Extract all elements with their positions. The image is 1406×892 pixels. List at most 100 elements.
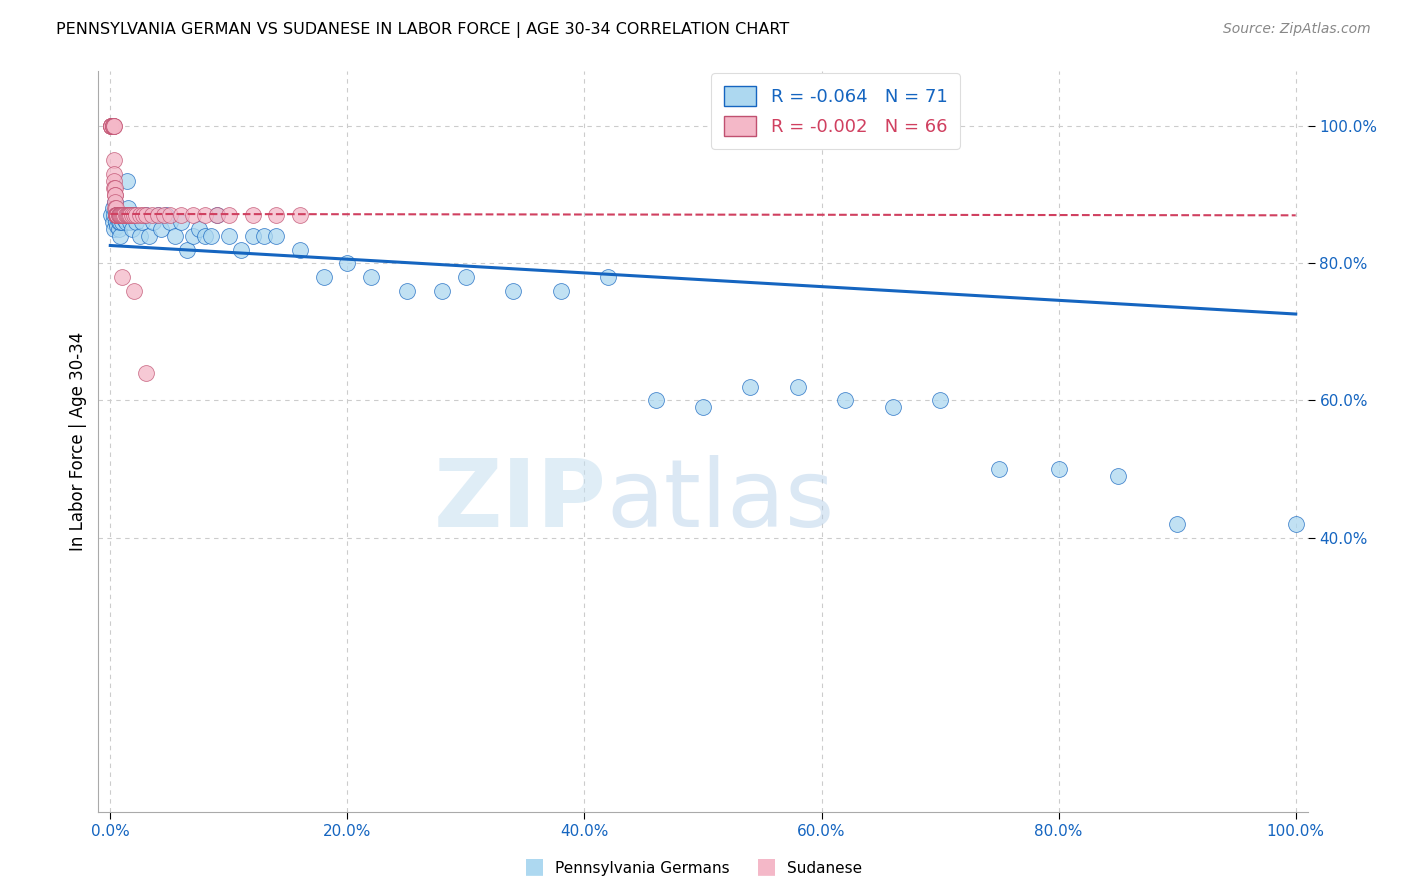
Point [360,270,382,285]
Point [105,208,128,222]
Legend: R = -0.064   N = 71, R = -0.002   N = 66: R = -0.064 N = 71, R = -0.002 N = 66 [711,73,960,149]
Point [336,256,359,270]
Point [105,208,128,222]
Point [181,228,204,243]
Point [218,208,240,222]
Point [103,181,125,195]
Text: atlas: atlas [606,455,835,547]
Point [105,208,128,222]
Point [929,393,952,408]
Point [103,153,125,168]
Point [101,215,124,229]
Point [264,208,287,222]
Point [103,174,125,188]
Point [170,208,193,222]
Point [105,219,128,233]
Point [1107,468,1129,483]
Point [165,228,187,243]
Point [312,270,335,285]
Point [108,208,131,222]
Point [117,208,139,222]
Point [107,208,129,222]
Point [242,228,264,243]
Point [692,401,714,415]
Point [111,208,134,222]
Point [129,208,152,222]
Point [100,119,122,133]
Point [121,222,143,236]
Point [111,208,134,222]
Point [108,208,131,222]
Point [882,401,904,415]
Point [121,208,143,222]
Point [108,228,131,243]
Point [112,208,135,222]
Point [121,208,143,222]
Point [205,208,228,222]
Point [100,119,122,133]
Point [188,222,211,236]
Point [131,215,153,229]
Point [101,202,124,216]
Point [502,284,524,298]
Point [740,380,762,394]
Point [129,228,152,243]
Point [155,208,177,222]
Point [105,208,128,222]
Point [218,228,240,243]
Point [120,215,142,229]
Point [988,462,1011,476]
Point [117,202,139,216]
Point [253,228,276,243]
Point [550,284,572,298]
Point [138,228,160,243]
Text: Pennsylvania Germans: Pennsylvania Germans [555,861,730,876]
Text: Source: ZipAtlas.com: Source: ZipAtlas.com [1223,22,1371,37]
Point [229,243,252,257]
Point [288,208,311,222]
Point [104,202,127,216]
Point [205,208,228,222]
Point [101,119,124,133]
Point [101,119,124,133]
Point [108,215,131,229]
Point [194,208,217,222]
Point [107,208,129,222]
Point [100,119,122,133]
Point [110,208,132,222]
Point [242,208,264,222]
Point [432,284,454,298]
Point [111,215,134,229]
Point [105,208,128,222]
Point [159,215,181,229]
Point [103,119,125,133]
Point [101,119,124,133]
Text: PENNSYLVANIA GERMAN VS SUDANESE IN LABOR FORCE | AGE 30-34 CORRELATION CHART: PENNSYLVANIA GERMAN VS SUDANESE IN LABOR… [56,22,790,38]
Point [101,119,124,133]
Point [114,215,136,229]
Point [264,228,287,243]
Text: ZIP: ZIP [433,455,606,547]
Point [112,208,135,222]
Point [100,119,122,133]
Point [105,208,128,222]
Point [110,208,132,222]
Point [105,202,128,216]
Point [146,208,169,222]
Text: ■: ■ [524,856,544,876]
Point [141,208,163,222]
Point [1285,516,1308,531]
Point [150,222,173,236]
Text: Sudanese: Sudanese [787,861,862,876]
Point [1166,516,1188,531]
Point [103,167,125,181]
Point [115,208,138,222]
Point [101,119,124,133]
Point [103,119,125,133]
Point [598,270,620,285]
Point [114,208,136,222]
Point [152,208,174,222]
Point [111,270,134,285]
Point [395,284,418,298]
Point [146,208,169,222]
